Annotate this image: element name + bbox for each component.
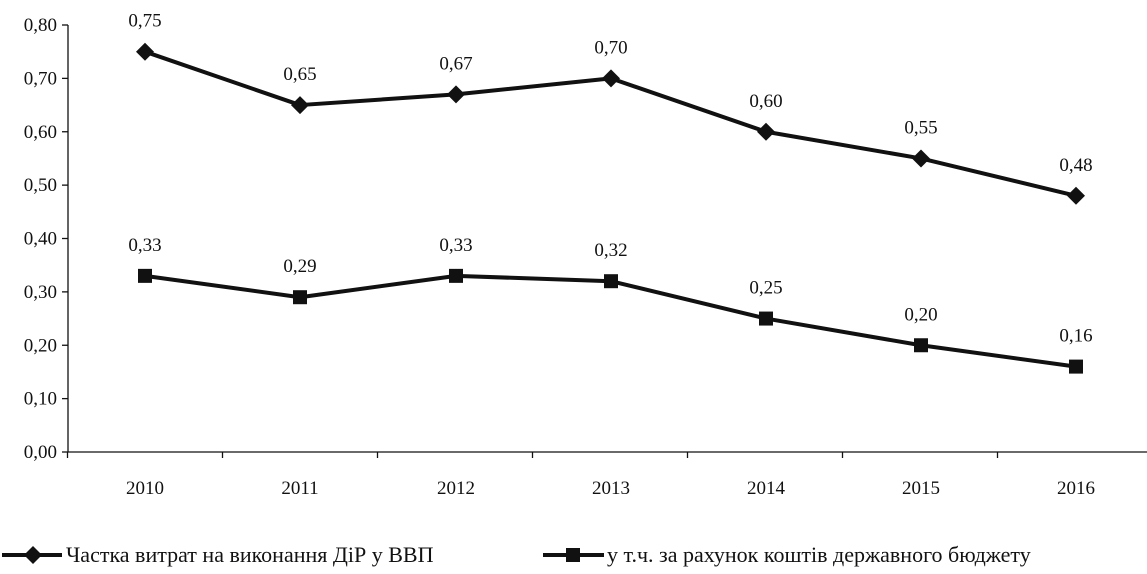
data-point-marker	[136, 42, 154, 61]
data-point-marker	[757, 122, 775, 141]
series-2: 0,33 0,29 0,33 0,32 0,25 0,20 0,16	[128, 235, 1093, 374]
x-tick-label: 2016	[1057, 478, 1095, 499]
data-point-marker	[291, 96, 309, 115]
series-layer: 0,750,650,670,700,600,550,480,330,290,33…	[128, 11, 1093, 374]
data-point-marker	[449, 268, 463, 283]
data-label: 0,33	[439, 235, 472, 256]
data-point-marker	[447, 85, 465, 104]
data-point-marker	[138, 268, 152, 283]
data-label: 0,48	[1059, 155, 1092, 176]
x-tick-label: 2013	[592, 478, 630, 499]
data-label: 0,16	[1059, 326, 1092, 347]
y-tick-label: 0,80	[24, 15, 57, 36]
y-tick-label: 0,20	[24, 335, 57, 356]
data-point-marker	[759, 311, 773, 326]
y-tick-label: 0,10	[24, 389, 57, 410]
data-point-marker	[293, 290, 307, 305]
x-tick-label: 2012	[437, 478, 475, 499]
legend: Частка витрат на виконання ДіР у ВВП у т.…	[2, 542, 1031, 567]
data-label: 0,32	[594, 240, 627, 261]
axes: 0,00 0,10 0,20 0,30 0,40 0,50 0,60 0,70 0,80 2010…	[24, 15, 1147, 499]
data-point-marker	[1069, 359, 1083, 374]
data-label: 0,67	[439, 53, 472, 74]
data-label: 0,33	[128, 235, 161, 256]
data-label: 0,70	[594, 37, 627, 58]
x-tick-label: 2014	[747, 478, 786, 499]
data-point-marker	[602, 69, 620, 88]
legend-item-1: Частка витрат на виконання ДіР у ВВП	[2, 542, 434, 567]
data-label: 0,75	[128, 11, 161, 32]
data-point-marker	[912, 149, 930, 168]
x-tick-label: 2011	[281, 478, 318, 499]
data-label: 0,60	[749, 91, 782, 112]
x-tick-label: 2010	[126, 478, 164, 499]
data-label: 0,25	[749, 278, 782, 299]
data-point-marker	[604, 274, 618, 289]
y-tick-label: 0,00	[24, 442, 57, 463]
y-tick-label: 0,60	[24, 122, 57, 143]
y-tick-label: 0,30	[24, 282, 57, 303]
data-label: 0,20	[904, 304, 937, 325]
legend-label: у т.ч. за рахунок коштів державного бюдж…	[607, 542, 1031, 567]
legend-marker	[24, 546, 42, 564]
data-point-marker	[914, 338, 928, 353]
legend-marker	[566, 548, 580, 562]
data-label: 0,65	[283, 64, 316, 85]
data-label: 0,55	[904, 117, 937, 138]
y-tick-label: 0,40	[24, 229, 57, 250]
legend-label: Частка витрат на виконання ДіР у ВВП	[66, 542, 434, 567]
data-label: 0,29	[283, 256, 316, 277]
x-tick-label: 2015	[902, 478, 940, 499]
legend-item-2: у т.ч. за рахунок коштів державного бюдж…	[543, 542, 1031, 567]
series-1: 0,75 0,65 0,67 0,70 0,60 0,55 0,48	[128, 11, 1093, 205]
y-tick-label: 0,70	[24, 68, 57, 89]
data-point-marker	[1067, 186, 1085, 205]
y-tick-label: 0,50	[24, 175, 57, 196]
